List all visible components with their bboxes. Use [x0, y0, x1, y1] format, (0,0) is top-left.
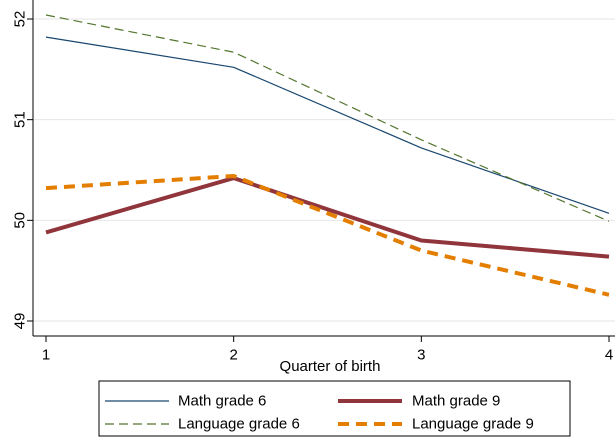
x-tick-label: 4: [605, 347, 613, 364]
series-lines: [45, 14, 610, 297]
x-tick-label: 2: [229, 347, 237, 364]
plot-background: [33, 0, 615, 336]
legend-box: [98, 380, 571, 437]
y-ticks: 49 50 51 52: [12, 11, 33, 330]
legend-label-2: Language grade 6: [178, 416, 300, 433]
x-axis-title: Quarter of birth: [280, 358, 381, 375]
legend-label-1: Math grade 9: [412, 393, 500, 410]
y-tick-label: 49: [12, 313, 29, 330]
y-tick-label: 51: [12, 111, 29, 128]
gridlines: [33, 18, 615, 322]
series-line-0: [45, 36, 610, 214]
x-ticks: 1 2 3 4: [42, 336, 613, 364]
legend-label-0: Math grade 6: [178, 393, 266, 410]
axes: [32, 0, 615, 337]
x-tick-label: 3: [417, 347, 425, 364]
y-tick-label: 52: [12, 11, 29, 28]
legend: Math grade 6 Math grade 9 Language grade 6…: [105, 393, 534, 433]
x-tick-label: 1: [42, 347, 50, 364]
series-line-1: [45, 176, 610, 259]
y-tick-label: 50: [12, 212, 29, 229]
series-line-2: [45, 14, 610, 222]
series-line-3: [45, 174, 610, 297]
legend-label-3: Language grade 9: [412, 416, 534, 433]
